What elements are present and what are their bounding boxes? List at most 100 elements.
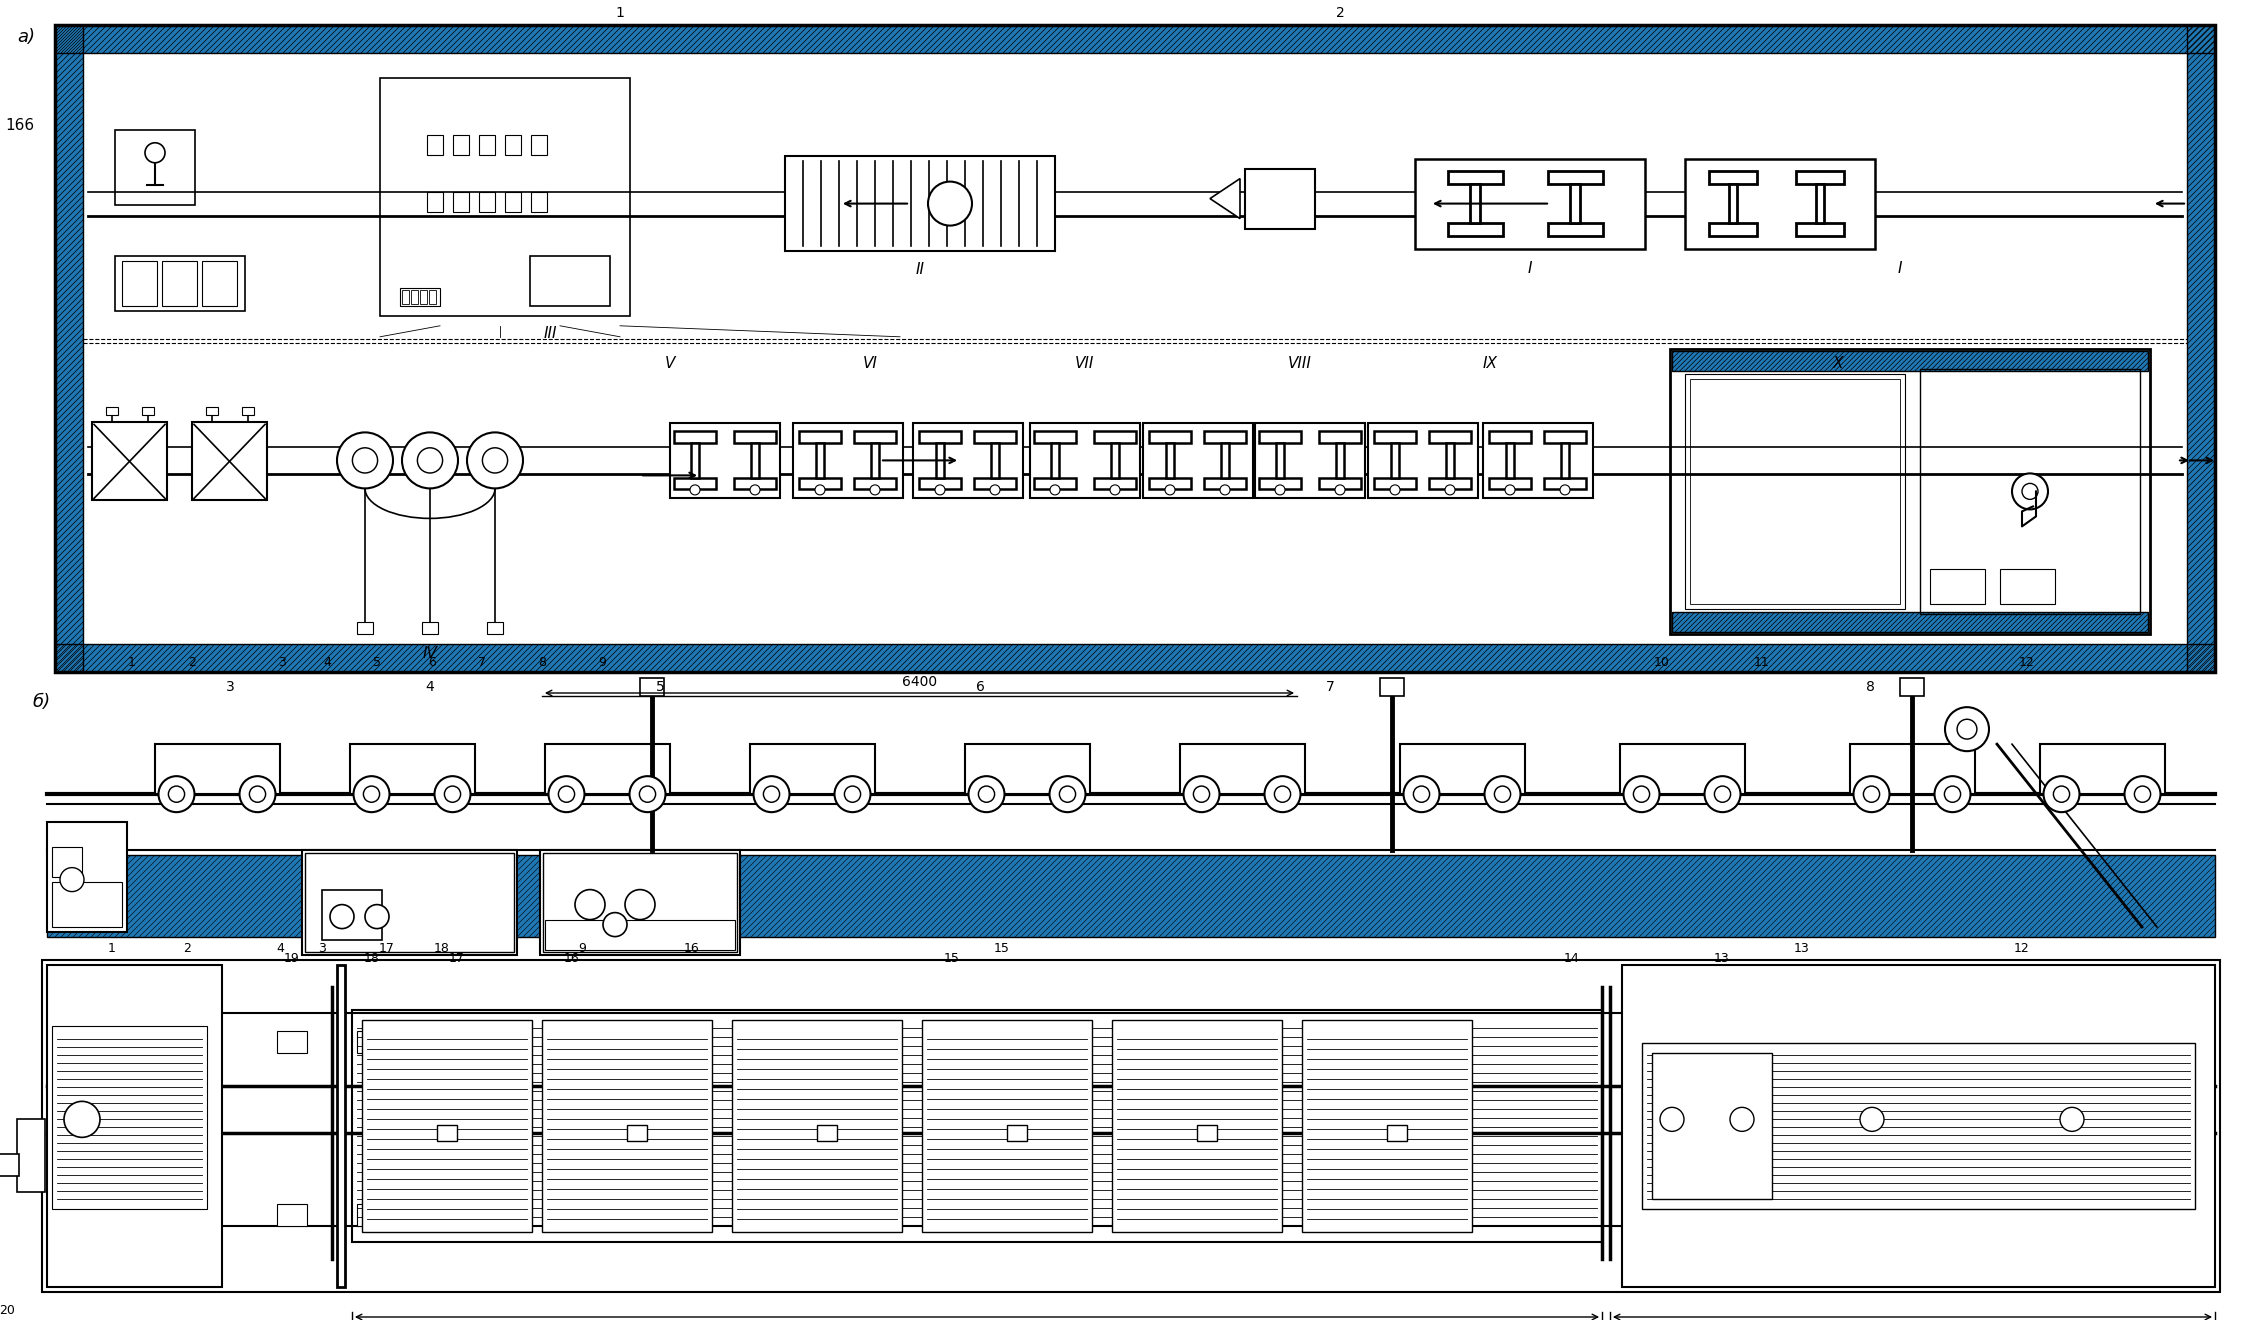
Circle shape	[240, 776, 276, 812]
Text: а): а)	[18, 28, 36, 46]
Bar	[530, 191, 548, 211]
Bar	[1204, 478, 1247, 490]
Bar	[1684, 158, 1875, 248]
Circle shape	[2044, 776, 2080, 812]
Circle shape	[249, 785, 265, 803]
Circle shape	[1860, 1107, 1884, 1131]
Text: 6: 6	[429, 656, 436, 669]
Bar	[1222, 444, 1229, 478]
Text: 1: 1	[128, 656, 137, 669]
Bar	[1999, 569, 2055, 605]
Bar	[1543, 432, 1586, 444]
Text: 12: 12	[2015, 941, 2030, 954]
Text: I: I	[1527, 261, 1532, 276]
Bar	[937, 444, 943, 478]
Bar	[411, 290, 418, 304]
Bar	[380, 78, 629, 315]
Bar	[1276, 444, 1285, 478]
Bar	[202, 261, 238, 306]
Circle shape	[1110, 484, 1121, 495]
Text: 9: 9	[577, 941, 586, 954]
Bar	[54, 25, 2215, 53]
Circle shape	[353, 447, 377, 473]
Bar	[18, 1119, 45, 1192]
Bar	[1642, 1043, 2194, 1209]
Circle shape	[1220, 484, 1231, 495]
Circle shape	[2053, 785, 2069, 803]
Bar	[1094, 478, 1136, 490]
Text: 19: 19	[285, 952, 301, 965]
Bar	[162, 261, 198, 306]
Bar	[1150, 478, 1190, 490]
Circle shape	[1060, 785, 1076, 803]
Text: 4: 4	[427, 680, 433, 694]
Bar	[478, 135, 494, 154]
Text: X: X	[1833, 356, 1844, 371]
Circle shape	[1633, 785, 1649, 803]
Bar	[1112, 444, 1119, 478]
Bar	[321, 890, 382, 940]
Text: VIII: VIII	[1287, 356, 1312, 371]
Bar	[305, 853, 514, 952]
Bar	[52, 1027, 207, 1209]
Circle shape	[640, 785, 656, 803]
Bar	[1415, 158, 1644, 248]
Circle shape	[624, 890, 656, 920]
Circle shape	[146, 143, 164, 162]
Text: 2: 2	[189, 656, 195, 669]
Text: 20: 20	[0, 1304, 16, 1316]
Text: V: V	[665, 356, 676, 371]
Circle shape	[1264, 776, 1300, 812]
Bar	[54, 644, 2215, 672]
Bar	[1547, 223, 1601, 236]
Text: 18: 18	[364, 952, 380, 965]
Bar	[1797, 172, 1844, 183]
Bar	[734, 478, 777, 490]
Bar	[353, 1010, 1601, 1242]
Text: 18: 18	[433, 941, 449, 954]
Bar	[191, 422, 267, 500]
Circle shape	[159, 776, 195, 812]
Text: 6: 6	[975, 680, 984, 694]
Bar	[357, 1031, 386, 1053]
Bar	[276, 1204, 308, 1225]
Bar	[454, 191, 469, 211]
Text: III: III	[544, 326, 557, 342]
Polygon shape	[1211, 178, 1240, 219]
Bar	[1197, 1125, 1217, 1140]
Text: 1: 1	[615, 7, 624, 20]
Text: 14: 14	[1563, 952, 1579, 965]
Bar	[47, 854, 2215, 937]
Circle shape	[1193, 785, 1211, 803]
Bar	[732, 1020, 903, 1233]
Circle shape	[1934, 776, 1970, 812]
Bar	[1379, 678, 1404, 696]
Bar	[912, 422, 1022, 498]
Text: VII: VII	[1076, 356, 1094, 371]
Circle shape	[364, 785, 380, 803]
Bar	[990, 444, 999, 478]
Bar	[975, 432, 1015, 444]
Bar	[674, 478, 716, 490]
Text: 4: 4	[276, 941, 283, 954]
Bar	[487, 622, 503, 634]
Bar	[1260, 432, 1300, 444]
Bar	[47, 965, 222, 1287]
Circle shape	[1334, 484, 1345, 495]
Bar	[47, 854, 2215, 937]
Circle shape	[1660, 1107, 1684, 1131]
Circle shape	[483, 447, 508, 473]
Text: 5: 5	[373, 656, 382, 669]
Bar	[350, 744, 474, 795]
Bar	[1256, 422, 1366, 498]
Bar	[1929, 569, 1985, 605]
Text: 3: 3	[319, 941, 326, 954]
Bar	[1303, 1020, 1471, 1233]
Bar	[1244, 169, 1314, 228]
Bar	[243, 408, 254, 416]
Circle shape	[1166, 484, 1175, 495]
Text: 15: 15	[995, 941, 1011, 954]
Bar	[1150, 432, 1190, 444]
Bar	[1006, 1125, 1026, 1140]
Circle shape	[1485, 776, 1521, 812]
